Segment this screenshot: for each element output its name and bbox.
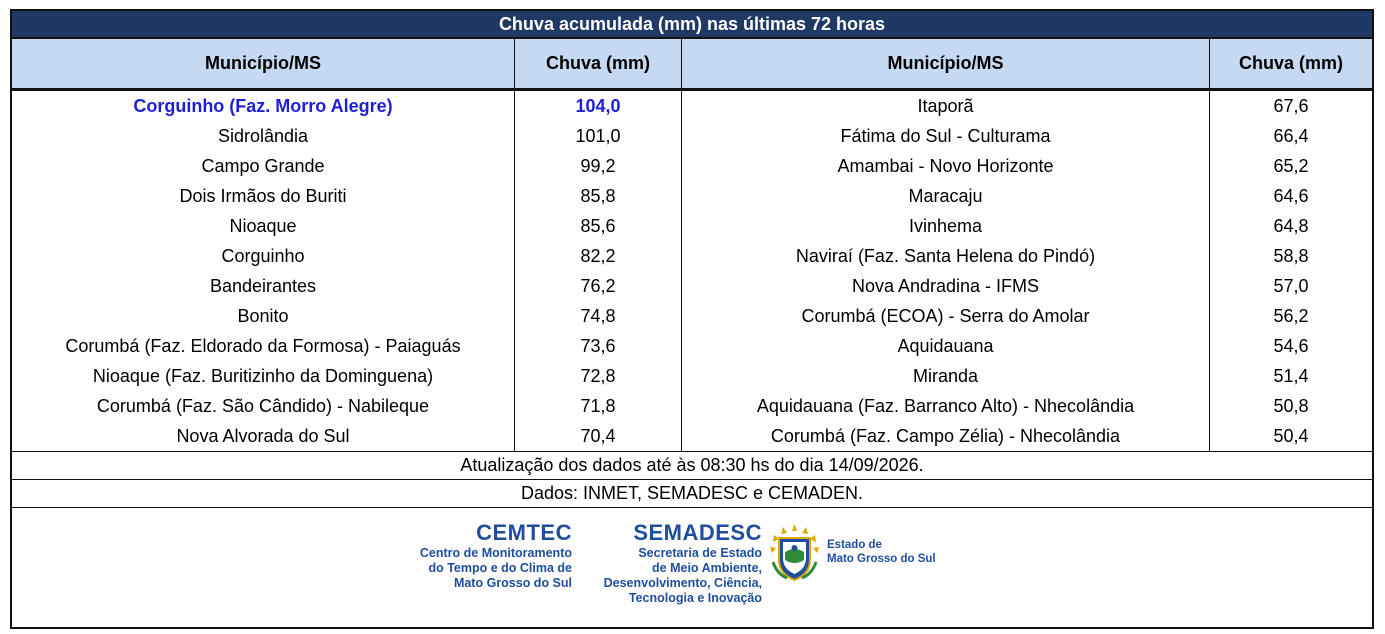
- right-city-cell: Itaporã: [682, 91, 1210, 121]
- semadesc-desc-line: Tecnologia e Inovação: [628, 591, 762, 605]
- right-city-cell: Miranda: [682, 361, 1210, 391]
- header-municipio-right: Município/MS: [682, 39, 1210, 88]
- right-value-cell: 57,0: [1273, 275, 1309, 296]
- table-row: Corumbá (Faz. São Cândido) - Nabileque 7…: [12, 391, 1372, 421]
- right-city-cell: Aquidauana: [682, 331, 1210, 361]
- cemtec-desc-line: Mato Grosso do Sul: [453, 576, 572, 590]
- header-chuva-right: Chuva (mm): [1238, 53, 1343, 73]
- left-value-cell: 85,8: [515, 181, 682, 211]
- left-value-cell: 70,4: [515, 421, 682, 451]
- left-city-cell: Campo Grande: [12, 151, 515, 181]
- semadesc-logo: SEMADESC Secretaria de Estado de Meio Am…: [587, 520, 762, 606]
- state-coat-of-arms-icon: [767, 522, 822, 584]
- estado-line: Mato Grosso do Sul: [827, 553, 936, 565]
- table-row: Bonito 74,8 Corumbá (ECOA) - Serra do Am…: [12, 301, 1372, 331]
- left-city-cell: Bandeirantes: [12, 271, 515, 301]
- semadesc-desc-line: Desenvolvimento, Ciência,: [603, 576, 762, 590]
- left-city-cell: Corguinho (Faz. Morro Alegre): [12, 91, 515, 121]
- right-city-cell: Corumbá (Faz. Campo Zélia) - Nhecolândia: [682, 421, 1210, 451]
- table-header-row: Município/MS Chuva (mm) Município/MS Chu…: [12, 39, 1372, 91]
- table-row: Campo Grande 99,2 Amambai - Novo Horizon…: [12, 151, 1372, 181]
- right-value-cell: 67,6: [1273, 95, 1309, 116]
- table-row: Corguinho 82,2 Naviraí (Faz. Santa Helen…: [12, 241, 1372, 271]
- right-value-cell: 51,4: [1273, 365, 1309, 386]
- update-note: Atualização dos dados até às 08:30 hs do…: [12, 451, 1372, 479]
- right-value-cell: 66,4: [1273, 125, 1309, 146]
- right-value-cell: 50,4: [1273, 425, 1309, 446]
- right-value-cell: 58,8: [1273, 245, 1309, 266]
- left-value-cell: 82,2: [515, 241, 682, 271]
- right-city-cell: Corumbá (ECOA) - Serra do Amolar: [682, 301, 1210, 331]
- table-body: Corguinho (Faz. Morro Alegre) 104,0 Itap…: [12, 91, 1372, 451]
- right-value-cell: 64,8: [1273, 215, 1309, 236]
- right-value-cell: 50,8: [1273, 395, 1309, 416]
- cemtec-logo: CEMTEC Centro de Monitoramento do Tempo …: [397, 520, 572, 591]
- left-value-cell: 72,8: [515, 361, 682, 391]
- left-value-cell: 85,6: [515, 211, 682, 241]
- table-row: Nioaque 85,6 Ivinhema 64,8: [12, 211, 1372, 241]
- table-row: Sidrolândia 101,0 Fátima do Sul - Cultur…: [12, 121, 1372, 151]
- semadesc-desc-line: Secretaria de Estado: [638, 546, 762, 560]
- table-row: Bandeirantes 76,2 Nova Andradina - IFMS …: [12, 271, 1372, 301]
- right-value-cell: 56,2: [1273, 305, 1309, 326]
- left-city-cell: Dois Irmãos do Buriti: [12, 181, 515, 211]
- left-value-cell: 74,8: [515, 301, 682, 331]
- right-city-cell: Ivinhema: [682, 211, 1210, 241]
- left-city-cell: Corguinho: [12, 241, 515, 271]
- left-value-cell: 73,6: [515, 331, 682, 361]
- cemtec-desc-line: do Tempo e do Clima de: [428, 561, 572, 575]
- cemtec-desc-line: Centro de Monitoramento: [419, 546, 572, 560]
- left-value-cell: 101,0: [515, 121, 682, 151]
- right-city-cell: Aquidauana (Faz. Barranco Alto) - Nhecol…: [682, 391, 1210, 421]
- semadesc-desc-line: de Meio Ambiente,: [652, 561, 762, 575]
- left-city-cell: Nioaque (Faz. Buritizinho da Dominguena): [12, 361, 515, 391]
- semadesc-name: SEMADESC: [633, 520, 762, 545]
- left-city-cell: Sidrolândia: [12, 121, 515, 151]
- estado-line: Estado de: [827, 539, 882, 551]
- right-value-cell: 65,2: [1273, 155, 1309, 176]
- table-row: Dois Irmãos do Buriti 85,8 Maracaju 64,6: [12, 181, 1372, 211]
- left-city-cell: Nova Alvorada do Sul: [12, 421, 515, 451]
- right-value-cell: 64,6: [1273, 185, 1309, 206]
- table-row: Nova Alvorada do Sul 70,4 Corumbá (Faz. …: [12, 421, 1372, 451]
- table-row: Corumbá (Faz. Eldorado da Formosa) - Pai…: [12, 331, 1372, 361]
- left-city-cell: Corumbá (Faz. Eldorado da Formosa) - Pai…: [12, 331, 515, 361]
- header-chuva-left: Chuva (mm): [515, 39, 682, 88]
- header-municipio-left: Município/MS: [12, 39, 515, 88]
- sources-note: Dados: INMET, SEMADESC e CEMADEN.: [12, 479, 1372, 507]
- left-city-cell: Bonito: [12, 301, 515, 331]
- left-city-cell: Nioaque: [12, 211, 515, 241]
- table-row: Nioaque (Faz. Buritizinho da Dominguena)…: [12, 361, 1372, 391]
- right-city-cell: Fátima do Sul - Culturama: [682, 121, 1210, 151]
- left-city-cell: Corumbá (Faz. São Cândido) - Nabileque: [12, 391, 515, 421]
- estado-logo-text: Estado de Mato Grosso do Sul: [827, 538, 936, 566]
- left-value-cell: 71,8: [515, 391, 682, 421]
- right-city-cell: Amambai - Novo Horizonte: [682, 151, 1210, 181]
- right-city-cell: Nova Andradina - IFMS: [682, 271, 1210, 301]
- cemtec-name: CEMTEC: [476, 520, 572, 545]
- right-city-cell: Maracaju: [682, 181, 1210, 211]
- left-value-cell: 104,0: [515, 91, 682, 121]
- table-row: Corguinho (Faz. Morro Alegre) 104,0 Itap…: [12, 91, 1372, 121]
- right-value-cell: 54,6: [1273, 335, 1309, 356]
- left-value-cell: 76,2: [515, 271, 682, 301]
- logos-section: CEMTEC Centro de Monitoramento do Tempo …: [12, 507, 1372, 625]
- table-title: Chuva acumulada (mm) nas últimas 72 hora…: [12, 11, 1372, 39]
- left-value-cell: 99,2: [515, 151, 682, 181]
- rainfall-table-frame: Chuva acumulada (mm) nas últimas 72 hora…: [10, 9, 1374, 629]
- right-city-cell: Naviraí (Faz. Santa Helena do Pindó): [682, 241, 1210, 271]
